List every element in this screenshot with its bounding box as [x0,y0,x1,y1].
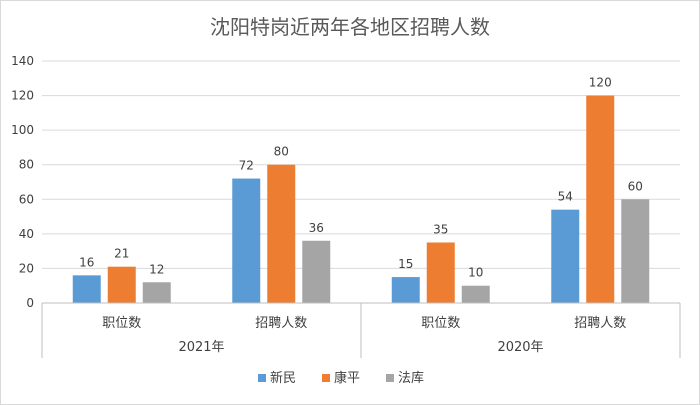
data-label: 10 [468,266,483,280]
y-tick-label: 100 [11,123,34,137]
bar [586,95,615,303]
legend-label: 法库 [398,370,424,386]
data-label: 15 [398,257,413,271]
x-category-label: 职位数 [102,316,141,331]
bar [391,277,420,303]
data-label: 36 [309,221,324,235]
legend-label: 新民 [270,370,296,386]
data-label: 35 [433,223,448,237]
x-group-label: 2021年 [178,340,224,355]
legend-swatch [386,374,394,382]
bars [72,95,650,303]
y-tick-label: 140 [11,54,34,68]
data-label: 60 [628,179,643,193]
y-tick-label: 60 [19,192,34,206]
y-tick-label: 20 [19,261,34,275]
legend-item: 康平 [322,370,360,386]
data-label: 72 [239,159,254,173]
bar [461,285,490,303]
data-label: 80 [274,145,289,159]
data-label: 120 [589,76,612,90]
data-label: 12 [149,262,164,276]
bar [107,266,136,303]
bar [426,242,455,303]
legend: 新民 康平 法库 [258,370,424,386]
legend-item: 法库 [386,370,424,386]
x-category-label: 招聘人数 [574,316,626,331]
y-axis-ticks: 0 20 40 60 80 100 120 140 [11,54,34,310]
y-tick-label: 40 [19,227,34,241]
legend-label: 康平 [334,370,360,386]
bar [72,275,101,303]
data-label: 54 [558,190,573,204]
data-labels: 16 72 15 54 21 80 35 120 12 36 10 60 [79,76,643,280]
legend-swatch [258,374,266,382]
y-tick-label: 0 [26,296,34,310]
chart-title: 沈阳特岗近两年各地区招聘人数 [210,15,490,39]
bar [302,240,331,303]
data-label: 21 [114,247,129,261]
y-tick-label: 120 [11,89,34,103]
data-label: 16 [79,255,94,269]
legend-swatch [322,374,330,382]
x-axis: 职位数 招聘人数 职位数 招聘人数 2021年 2020年 [41,302,681,358]
bar [621,199,650,303]
legend-item: 新民 [258,370,296,386]
bar [551,209,580,303]
x-category-label: 招聘人数 [255,316,307,331]
bar [232,178,261,303]
y-tick-label: 80 [19,158,34,172]
bar [267,164,296,303]
x-category-label: 职位数 [421,316,460,331]
bar [142,282,171,303]
x-group-label: 2020年 [497,340,543,355]
